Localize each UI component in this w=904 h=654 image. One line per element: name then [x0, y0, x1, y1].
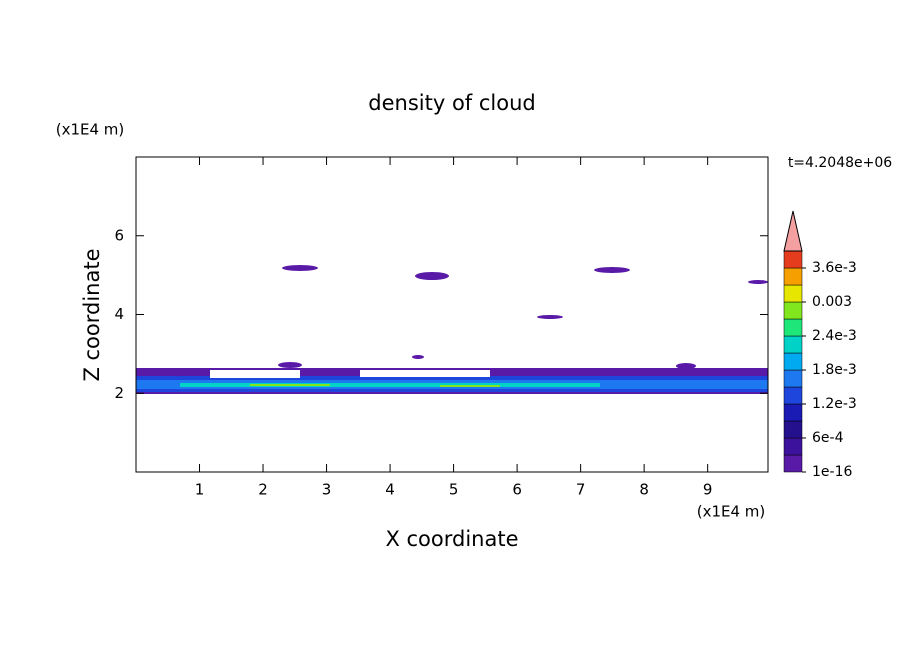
- x-tick-label: 4: [385, 481, 395, 499]
- x-tick-label: 3: [322, 481, 332, 499]
- cloud-region: [180, 383, 600, 387]
- gap: [360, 370, 490, 377]
- colorbar-label: 0.003: [812, 294, 852, 310]
- x-tick-label: 7: [576, 481, 586, 499]
- cloud-region: [537, 315, 563, 319]
- chart-title: density of cloud: [368, 91, 535, 115]
- y-unit: (x1E4 m): [56, 121, 125, 139]
- cloud-region: [278, 362, 302, 368]
- y-tick-label: 4: [114, 305, 124, 323]
- x-tick-label: 5: [449, 481, 459, 499]
- gap: [210, 370, 300, 378]
- colorbar-band: [783, 284, 803, 303]
- colorbar-band: [783, 454, 803, 473]
- cloud-region: [412, 355, 424, 359]
- x-tick-label: 2: [258, 481, 268, 499]
- colorbar-band: [783, 420, 803, 439]
- colorbar-label: 1.8e-3: [812, 362, 857, 378]
- cloud-region: [415, 272, 449, 280]
- colorbar-band: [783, 250, 803, 269]
- colorbar-label: 1e-16: [812, 464, 852, 480]
- y-tick-label: 2: [114, 384, 124, 402]
- colorbar-label: 1.2e-3: [812, 396, 857, 412]
- cloud-region: [748, 280, 768, 284]
- y-tick-label: 6: [114, 226, 124, 244]
- x-unit: (x1E4 m): [697, 503, 766, 521]
- x-tick-label: 1: [195, 481, 205, 499]
- colorbar-band: [783, 369, 803, 388]
- x-tick-label: 9: [703, 481, 713, 499]
- colorbar-band: [783, 335, 803, 354]
- colorbar-label: 6e-4: [812, 430, 844, 446]
- colorbar-band: [783, 403, 803, 422]
- y-axis-label: Z coordinate: [80, 248, 104, 381]
- cloud-region: [594, 267, 630, 273]
- x-axis-label: X coordinate: [385, 527, 518, 551]
- colorbar-band: [783, 386, 803, 405]
- colorbar-extend: [783, 210, 803, 252]
- cloud-region: [440, 385, 500, 387]
- colorbar-label: 3.6e-3: [812, 260, 857, 276]
- colorbar-label: 2.4e-3: [812, 328, 857, 344]
- time-label: t=4.2048e+06: [788, 155, 892, 171]
- cloud-region: [676, 363, 696, 369]
- cloud-region: [250, 384, 330, 386]
- cloud-region: [282, 265, 318, 271]
- colorbar-band: [783, 318, 803, 337]
- colorbar-band: [783, 437, 803, 456]
- colorbar-band: [783, 352, 803, 371]
- cloud-field: [136, 265, 768, 394]
- colorbar-band: [783, 267, 803, 286]
- x-tick-label: 6: [512, 481, 522, 499]
- colorbar-band: [783, 301, 803, 320]
- x-tick-label: 8: [639, 481, 649, 499]
